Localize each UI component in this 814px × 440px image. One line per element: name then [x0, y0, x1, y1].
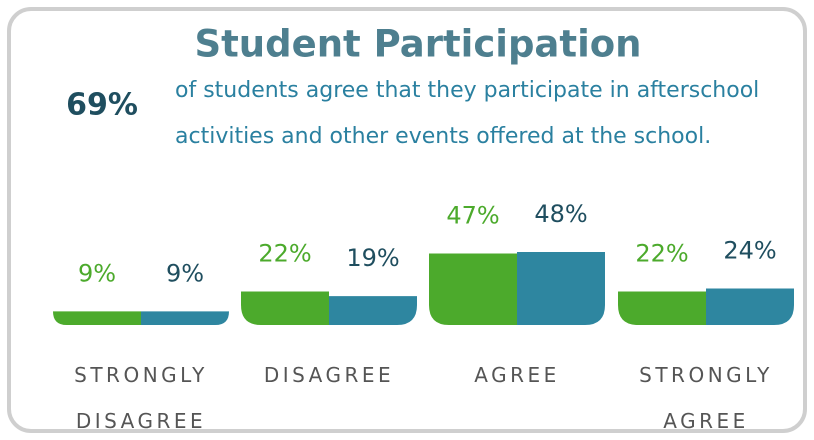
value-label: 19% — [346, 244, 399, 272]
highlight-value: 69% — [66, 88, 138, 123]
value-label: 22% — [635, 240, 688, 268]
category-label: AGREE — [474, 363, 560, 387]
bar — [429, 253, 517, 325]
value-label: 47% — [446, 202, 499, 230]
chart-title: Student Participation — [194, 23, 641, 66]
category-label: STRONGLY AGREE — [639, 363, 773, 433]
bar — [618, 291, 706, 325]
bar — [141, 311, 229, 325]
value-label: 9% — [78, 259, 116, 287]
bar — [329, 296, 417, 325]
value-label: 22% — [258, 240, 311, 268]
statement: of students agree that they participate … — [175, 78, 760, 149]
category-label: DISAGREE — [263, 363, 395, 387]
value-label: 48% — [534, 200, 587, 228]
bar — [241, 291, 329, 325]
bar — [706, 288, 794, 325]
value-label: 24% — [723, 237, 776, 265]
value-label: 9% — [166, 259, 204, 287]
bar — [517, 252, 605, 325]
category-label: STRONGLY DISAGREE — [74, 363, 208, 433]
frame — [7, 7, 807, 433]
bar — [53, 311, 141, 325]
